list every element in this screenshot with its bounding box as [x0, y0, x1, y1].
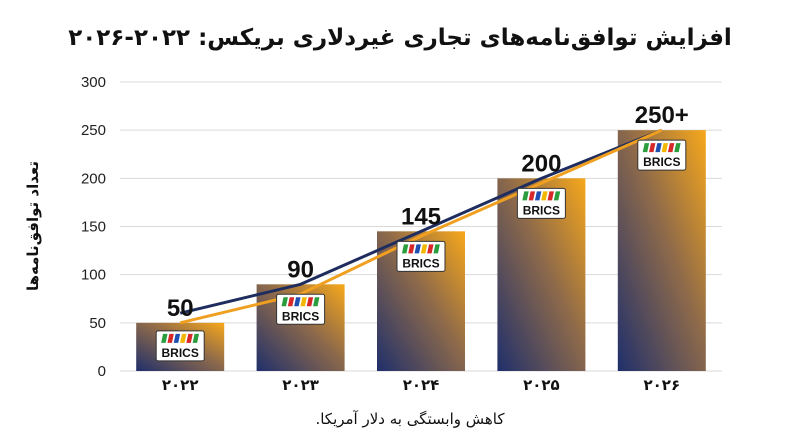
- data-label: 200: [521, 150, 561, 177]
- x-tick-label: ۲۰۲۲: [162, 376, 199, 394]
- logo-flag-strip: [553, 191, 561, 201]
- logo-text: BRICS: [282, 309, 319, 323]
- x-tick-label: ۲۰۲۳: [282, 376, 319, 394]
- brics-logo: BRICS: [637, 139, 687, 171]
- logo-flag-strip: [649, 143, 656, 153]
- logo-flag-strip: [167, 333, 174, 343]
- logo-flag-strip: [427, 244, 434, 254]
- logo-flag-strip: [414, 244, 421, 254]
- brics-logo: BRICS: [276, 293, 326, 325]
- logo-flag-strip: [287, 297, 295, 307]
- logo-flag-strip: [161, 333, 168, 343]
- logo-badge: [516, 187, 566, 219]
- logo-flag-strip: [281, 297, 288, 307]
- chart-title: افزایش توافق‌نامه‌های تجاری غیردلاری بری…: [68, 25, 732, 51]
- logo-flag-strip: [674, 143, 681, 153]
- logo-flag-strip: [294, 297, 301, 307]
- bar-logos: BRICS BRICS BRICS BRICS BRICS: [155, 139, 687, 362]
- logo-badge: [637, 139, 687, 171]
- x-tick-label: ۲۰۲۴: [403, 376, 440, 394]
- brics-logo: BRICS: [516, 187, 566, 219]
- logo-text: BRICS: [162, 346, 199, 360]
- trend-line: [179, 128, 663, 325]
- x-axis-label: کاهش وابستگی به دلار آمریکا.: [315, 410, 505, 428]
- y-tick-label: 300: [81, 74, 106, 91]
- logo-flag-strip: [433, 244, 440, 254]
- y-tick-label: 150: [81, 219, 106, 236]
- trend-line: [179, 128, 663, 315]
- data-labels: 50 90 145 200 250+: [167, 102, 689, 322]
- logo-flag-strip: [534, 191, 542, 201]
- logo-flag-strip: [420, 244, 428, 254]
- x-tick-label: ۲۰۲۵: [523, 376, 560, 394]
- logo-text: BRICS: [643, 155, 680, 169]
- logo-flag-strip: [306, 297, 314, 307]
- logo-flag-strip: [401, 244, 409, 254]
- logo-flag-strip: [300, 297, 307, 307]
- brics-logo: BRICS: [155, 330, 205, 362]
- logo-flag-strip: [186, 333, 193, 343]
- x-axis-ticks: ۲۰۲۲ ۲۰۲۳ ۲۰۲۴ ۲۰۲۵ ۲۰۲۶: [162, 376, 680, 394]
- y-axis-label: تعداد توافق‌نامه‌ها: [24, 161, 42, 291]
- logo-text: BRICS: [523, 203, 560, 217]
- logo-flag-strip: [528, 191, 536, 201]
- y-tick-label: 0: [98, 363, 106, 380]
- data-label: 50: [167, 295, 194, 322]
- y-tick-label: 100: [81, 267, 106, 284]
- logo-flag-strip: [655, 143, 662, 153]
- logo-badge: [155, 330, 205, 362]
- logo-flag-strip: [667, 143, 675, 153]
- logo-flag-strip: [642, 143, 650, 153]
- logo-flag-strip: [541, 191, 548, 201]
- y-tick-label: 250: [81, 122, 106, 139]
- data-label: 90: [287, 256, 314, 283]
- logo-flag-strip: [547, 191, 554, 201]
- logo-badge: [396, 240, 446, 272]
- brics-logo: BRICS: [396, 240, 446, 272]
- y-tick-label: 50: [89, 315, 106, 332]
- y-tick-label: 200: [81, 170, 106, 187]
- logo-flag-strip: [661, 143, 669, 153]
- data-label: 250+: [635, 102, 689, 129]
- trend-lines: [179, 128, 663, 325]
- logo-flag-strip: [180, 333, 187, 343]
- data-label: 145: [401, 203, 441, 230]
- logo-flag-strip: [408, 244, 415, 254]
- logo-flag-strip: [173, 333, 181, 343]
- y-axis-ticks: 0 50 100 150 200 250 300: [81, 74, 106, 380]
- logo-flag-strip: [313, 297, 320, 307]
- logo-text: BRICS: [402, 256, 439, 270]
- logo-flag-strip: [192, 333, 200, 343]
- logo-flag-strip: [522, 191, 529, 201]
- x-tick-label: ۲۰۲۶: [643, 376, 680, 394]
- logo-badge: [276, 293, 326, 325]
